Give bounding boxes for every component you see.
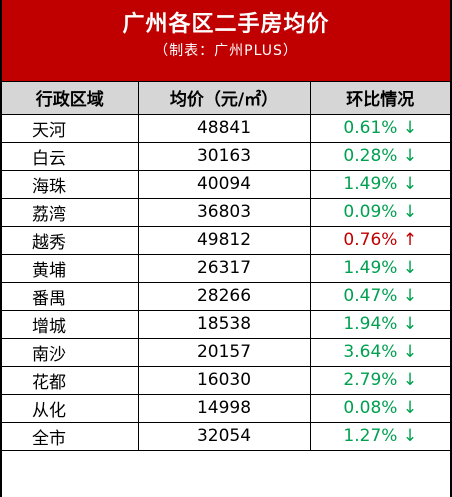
change-cell: 0.76% ↑ — [309, 225, 450, 255]
district-cell: 越秀 — [2, 225, 139, 255]
price-cell: 48841 — [137, 113, 311, 143]
table-row: 海珠 40094 1.49% ↓ — [2, 169, 450, 199]
price-cell: 49812 — [137, 225, 311, 255]
price-cell: 16030 — [137, 365, 311, 395]
price-cell: 32054 — [137, 421, 311, 451]
district-cell: 增城 — [2, 309, 139, 339]
change-cell: 0.28% ↓ — [309, 141, 450, 171]
price-cell: 18538 — [137, 309, 311, 339]
price-cell: 36803 — [137, 197, 311, 227]
table-row: 白云 30163 0.28% ↓ — [2, 141, 450, 171]
district-cell: 天河 — [2, 113, 139, 143]
column-header-district: 行政区域 — [2, 82, 139, 115]
price-cell: 28266 — [137, 281, 311, 311]
price-cell: 20157 — [137, 337, 311, 367]
table-row: 花都 16030 2.79% ↓ — [2, 365, 450, 395]
change-cell: 3.64% ↓ — [309, 337, 450, 367]
price-cell: 26317 — [137, 253, 311, 283]
district-cell: 海珠 — [2, 169, 139, 199]
district-cell: 荔湾 — [2, 197, 139, 227]
column-header-row: 行政区域 均价（元/㎡） 环比情况 — [2, 82, 450, 115]
district-cell: 南沙 — [2, 337, 139, 367]
change-cell: 0.09% ↓ — [309, 197, 450, 227]
change-cell: 0.61% ↓ — [309, 113, 450, 143]
table-row: 全市 32054 1.27% ↓ — [2, 421, 450, 451]
district-cell: 从化 — [2, 393, 139, 423]
table-row: 荔湾 36803 0.09% ↓ — [2, 197, 450, 227]
district-cell: 黄埔 — [2, 253, 139, 283]
table-row: 番禺 28266 0.47% ↓ — [2, 281, 450, 311]
change-cell: 2.79% ↓ — [309, 365, 450, 395]
table-row: 从化 14998 0.08% ↓ — [2, 393, 450, 423]
price-cell: 40094 — [137, 169, 311, 199]
change-cell: 1.49% ↓ — [309, 169, 450, 199]
table-row: 天河 48841 0.61% ↓ — [2, 113, 450, 143]
table-row: 增城 18538 1.94% ↓ — [2, 309, 450, 339]
price-cell: 30163 — [137, 141, 311, 171]
table-row: 南沙 20157 3.64% ↓ — [2, 337, 450, 367]
district-cell: 白云 — [2, 141, 139, 171]
table-row: 黄埔 26317 1.49% ↓ — [2, 253, 450, 283]
change-cell: 1.49% ↓ — [309, 253, 450, 283]
district-cell: 全市 — [2, 421, 139, 451]
table-subtitle: （制表：广州PLUS） — [154, 43, 298, 59]
district-cell: 花都 — [2, 365, 139, 395]
district-cell: 番禺 — [2, 281, 139, 311]
change-cell: 0.47% ↓ — [309, 281, 450, 311]
table-header-banner: 广州各区二手房均价 （制表：广州PLUS） — [2, 0, 450, 82]
column-header-change: 环比情况 — [309, 82, 450, 115]
price-table: 行政区域 均价（元/㎡） 环比情况 天河 48841 0.61% ↓ 白云 30163 0… — [2, 82, 450, 451]
price-cell: 14998 — [137, 393, 311, 423]
change-cell: 0.08% ↓ — [309, 393, 450, 423]
change-cell: 1.27% ↓ — [309, 421, 450, 451]
table-title: 广州各区二手房均价 — [122, 12, 330, 37]
change-cell: 1.94% ↓ — [309, 309, 450, 339]
table-row: 越秀 49812 0.76% ↑ — [2, 225, 450, 255]
column-header-price: 均价（元/㎡） — [137, 82, 311, 115]
